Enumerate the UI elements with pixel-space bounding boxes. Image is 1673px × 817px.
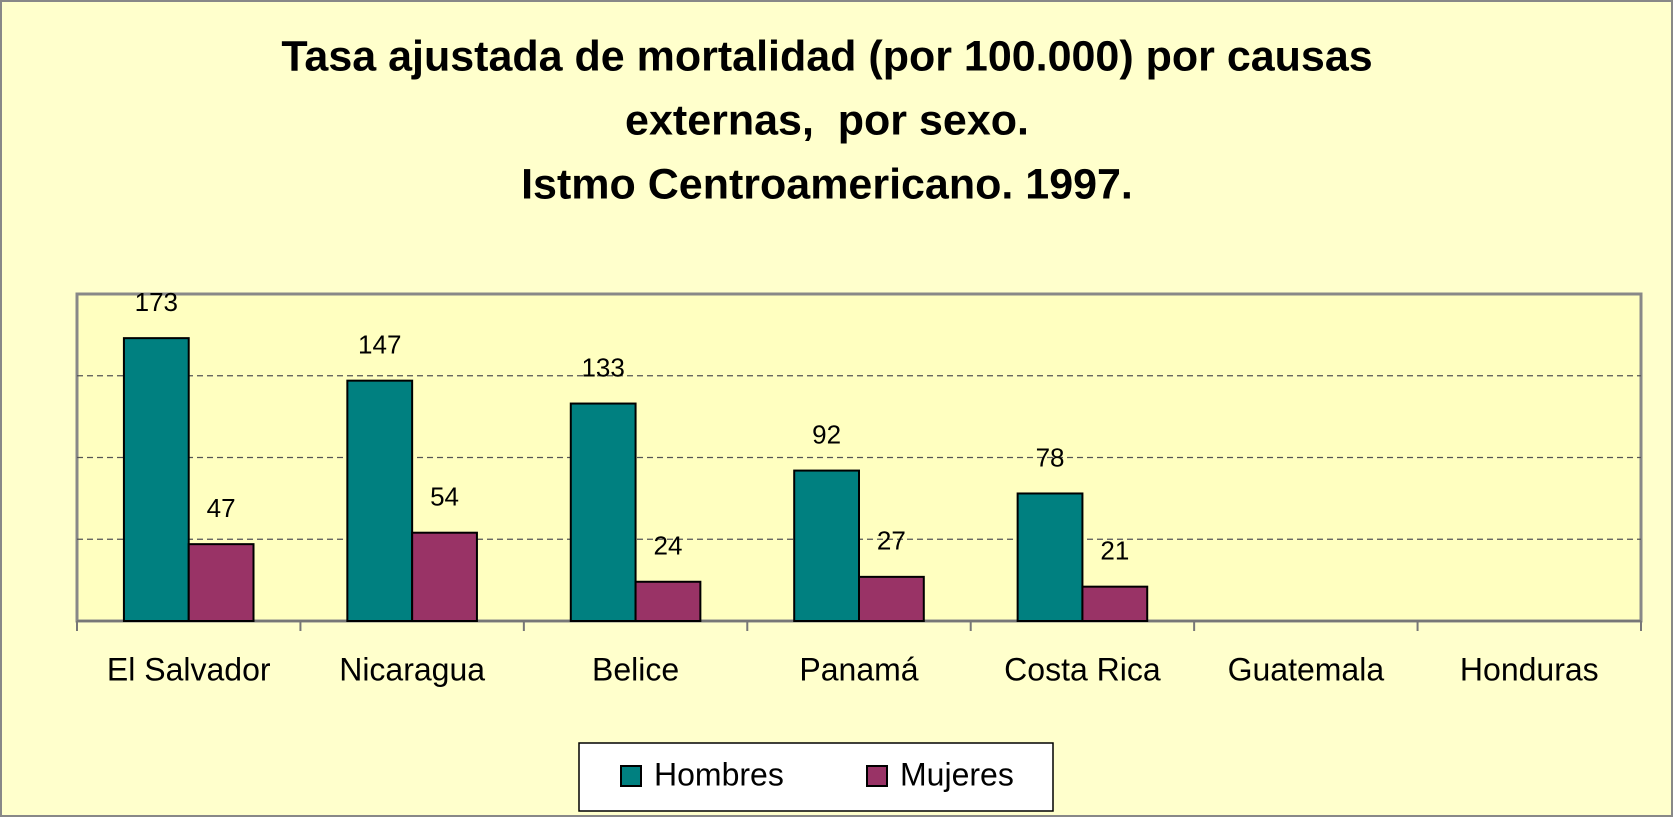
chart-title: externas, por sexo. [625, 96, 1029, 144]
bar [634, 580, 702, 623]
bar [187, 543, 255, 623]
bar [793, 469, 860, 622]
x-tick-label: El Salvador [107, 651, 271, 687]
value-label: 27 [877, 526, 906, 556]
value-label: 24 [654, 531, 683, 561]
bar [1016, 492, 1084, 622]
x-tick-label: Belice [592, 651, 679, 687]
value-label: 78 [1036, 442, 1065, 472]
value-label: 54 [430, 482, 459, 512]
legend-swatch [620, 765, 642, 787]
value-label: 21 [1100, 536, 1129, 566]
bar [411, 531, 478, 623]
x-tick-label: Guatemala [1228, 651, 1385, 687]
value-label: 173 [135, 287, 178, 317]
bar [122, 337, 190, 622]
chart-title: Istmo Centroamericano. 1997. [521, 160, 1133, 208]
bar [569, 402, 637, 623]
value-label: 133 [581, 352, 624, 382]
legend-label: Mujeres [900, 756, 1014, 792]
chart-title: Tasa ajustada de mortalidad (por 100.000… [281, 32, 1372, 80]
value-label: 47 [207, 493, 236, 523]
value-label: 92 [812, 419, 841, 449]
value-label: 147 [358, 330, 401, 360]
bar [346, 379, 414, 622]
bar [1081, 585, 1149, 622]
legend-box [578, 742, 1054, 812]
bar [858, 575, 925, 622]
legend-label: Hombres [654, 756, 784, 792]
x-tick-label: Honduras [1460, 651, 1599, 687]
legend-swatch [866, 765, 888, 787]
x-tick-label: Panamá [799, 651, 918, 687]
x-tick-label: Nicaragua [339, 651, 485, 687]
x-tick-label: Costa Rica [1004, 651, 1161, 687]
